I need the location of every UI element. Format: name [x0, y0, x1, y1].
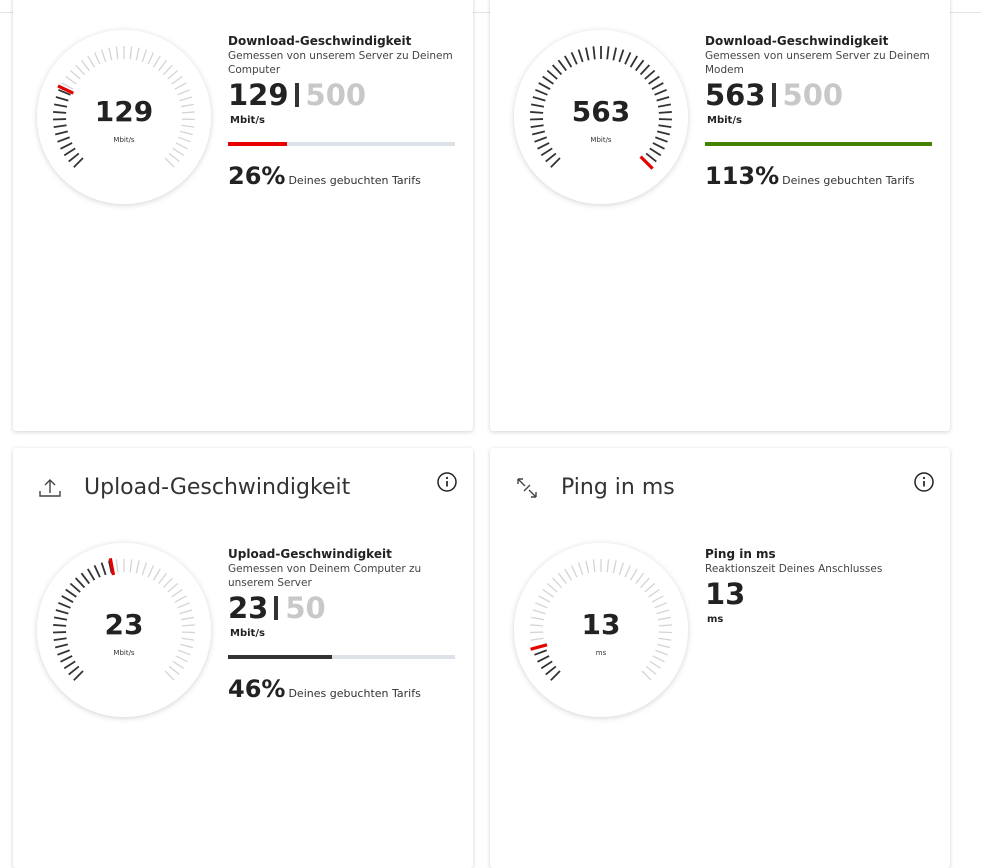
ping-icon [518, 479, 536, 497]
measure-max: 50 [285, 591, 325, 625]
measure-unit: Mbit/s [230, 628, 468, 640]
gauge-tick [53, 625, 66, 626]
measure-value-row: 23 50 [228, 593, 468, 623]
card-header-title: Upload-Geschwindigkeit [84, 471, 350, 505]
gauge-tick [530, 112, 543, 113]
measure-value: 23 [228, 591, 268, 625]
gauge-tick [182, 625, 195, 626]
measure-title: Ping in ms [705, 546, 945, 562]
gauge-value: 23 [105, 608, 144, 641]
separator [274, 596, 278, 620]
measure-max: 500 [783, 78, 844, 112]
measure-subtitle: Gemessen von unserem Server zu Deinem Co… [228, 49, 453, 77]
progress-fill [228, 142, 287, 146]
measure-subtitle: Gemessen von unserem Server zu Deinem Mo… [705, 49, 930, 77]
measure-max: 500 [306, 78, 367, 112]
gauge-unit: Mbit/s [590, 136, 612, 144]
progress-track [705, 142, 932, 146]
gauge-unit: Mbit/s [113, 649, 135, 657]
header-icon [514, 475, 540, 501]
percent-row: 113%Deines gebuchten Tarifs [705, 162, 945, 195]
tariff-note: Deines gebuchten Tarifs [288, 687, 420, 700]
tariff-note: Deines gebuchten Tarifs [288, 174, 420, 187]
measure-value: 129 [228, 78, 289, 112]
gauge-value: 129 [95, 95, 153, 128]
measure-unit: ms [707, 614, 945, 626]
progress-fill [228, 655, 332, 659]
gauge-tick [182, 112, 195, 113]
percent-label: 113% [705, 162, 779, 190]
progress-track [228, 655, 455, 659]
info-dot [923, 477, 925, 479]
info-icon[interactable] [436, 471, 458, 493]
gauge: 13 ms [501, 530, 701, 730]
card-header: Upload-Geschwindigkeit [13, 471, 473, 505]
gauge-tick [659, 625, 672, 626]
measure-unit: Mbit/s [707, 115, 945, 127]
measure-value-row: 563 500 [705, 80, 945, 110]
gauge-unit: ms [596, 649, 607, 657]
measure-value: 563 [705, 78, 766, 112]
progress-track [228, 142, 455, 146]
card-header-title: Ping in ms [561, 471, 675, 505]
measure-subtitle: Reaktionszeit Deines Anschlusses [705, 562, 930, 576]
gauge-value: 13 [582, 608, 621, 641]
measure-title: Download-Geschwindigkeit [228, 33, 468, 49]
measure-title: Download-Geschwindigkeit [705, 33, 945, 49]
measure-value: 13 [705, 577, 745, 611]
gauge: 129 Mbit/s [24, 17, 224, 217]
gauge: 563 Mbit/s [501, 17, 701, 217]
tariff-note: Deines gebuchten Tarifs [782, 174, 914, 187]
info-icon[interactable] [913, 471, 935, 493]
gauge-tick [659, 112, 672, 113]
upload-icon [40, 480, 60, 496]
measure-unit: Mbit/s [230, 115, 468, 127]
separator [772, 83, 776, 107]
percent-label: 46% [228, 675, 285, 703]
card-header: Ping in ms [490, 471, 950, 505]
info-dot [446, 477, 448, 479]
gauge-tick [530, 625, 543, 626]
header-icon [37, 475, 63, 501]
separator [295, 83, 299, 107]
gauge-tick [53, 112, 66, 113]
measure-subtitle: Gemessen von Deinem Computer zu unserem … [228, 562, 453, 590]
percent-row: 46%Deines gebuchten Tarifs [228, 675, 468, 708]
percent-label: 26% [228, 162, 285, 190]
measure-value-row: 13 [705, 579, 945, 609]
measure-value-row: 129 500 [228, 80, 468, 110]
measure-title: Upload-Geschwindigkeit [228, 546, 468, 562]
gauge-unit: Mbit/s [113, 136, 135, 144]
gauge-value: 563 [572, 95, 630, 128]
percent-row: 26%Deines gebuchten Tarifs [228, 162, 468, 195]
gauge: 23 Mbit/s [24, 530, 224, 730]
progress-fill [705, 142, 932, 146]
